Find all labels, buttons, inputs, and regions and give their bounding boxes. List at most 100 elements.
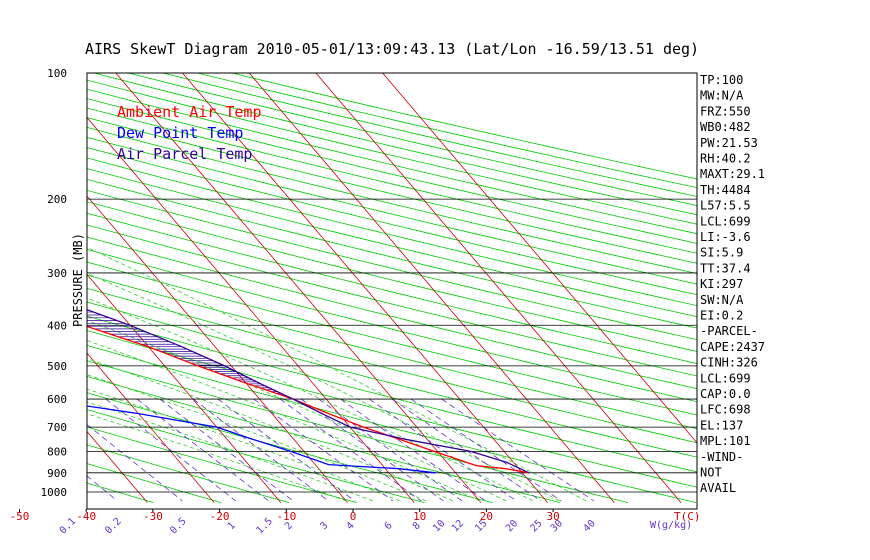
mixing-ratio-label: 10 (431, 518, 447, 534)
dry-adiabat (87, 330, 697, 488)
isotherm (0, 73, 14, 503)
mixing-ratio-label: 0.2 (103, 516, 124, 537)
index-line: EL:137 (700, 418, 743, 432)
index-line: KI:297 (700, 277, 743, 291)
mixing-ratio-label: 1.5 (254, 516, 275, 537)
index-line: TP:100 (700, 73, 743, 87)
isotherm (115, 73, 482, 503)
dry-adiabat (87, 157, 697, 307)
dry-adiabat (87, 248, 697, 403)
index-line: MAXT:29.1 (700, 167, 765, 181)
index-line: TH:4484 (700, 183, 751, 197)
isotherm (248, 73, 615, 503)
bottom-temp-tick-label: 20 (480, 510, 493, 523)
dry-adiabat (87, 360, 629, 503)
moist-adiabat (87, 340, 480, 502)
mixing-ratio-line (410, 398, 562, 502)
index-line: AVAIL (700, 481, 736, 495)
mixing-ratio-label: 25 (528, 518, 544, 534)
index-line: EI:0.2 (700, 309, 743, 323)
index-line: NOT (700, 466, 722, 480)
moist-adiabat (87, 401, 373, 502)
dry-adiabat (162, 73, 697, 197)
pressure-tick-label: 800 (47, 445, 67, 458)
moist-adiabat (87, 358, 453, 502)
mixing-ratio-line (217, 398, 355, 502)
index-line: SW:N/A (700, 293, 744, 307)
isotherm (87, 352, 215, 503)
bottom-temp-tick-label: -50 (10, 510, 30, 523)
index-line: LI:-3.6 (700, 230, 751, 244)
dry-adiabat (87, 136, 697, 285)
legend: Ambient Air Temp Dew Point Temp Air Parcel… (117, 103, 262, 163)
mixing-ratio-line (340, 398, 486, 502)
moist-adiabat (87, 272, 560, 502)
isotherm (87, 273, 282, 503)
chart-title: AIRS SkewT Diagram 2010-05-01/13:09:43.1… (85, 40, 699, 58)
mixing-ratio-line (318, 398, 463, 502)
dry-adiabat (87, 178, 697, 329)
legend-item: Ambient Air Temp (117, 103, 262, 121)
index-line: TT:37.4 (700, 261, 751, 275)
mixing-ratio-label: 1 (226, 520, 238, 532)
mixing-ratio-unit: W(g/kg) (650, 520, 692, 531)
index-line: -PARCEL- (700, 324, 758, 338)
mixing-ratio-line (300, 398, 444, 502)
dry-adiabat (87, 315, 697, 473)
dry-adiabat (87, 224, 697, 377)
moist-adiabat (87, 297, 534, 502)
dry-adiabat (87, 212, 697, 365)
dry-adiabat (0, 73, 18, 503)
index-line: SI:5.9 (700, 246, 743, 260)
legend-item: Dew Point Temp (117, 124, 243, 142)
dry-adiabat (87, 274, 697, 430)
mixing-ratio-line (159, 398, 294, 502)
parcel-temp-line (87, 309, 530, 474)
dry-adiabat (87, 107, 697, 254)
isotherm (87, 195, 348, 503)
mixing-ratio-line (368, 398, 517, 502)
bottom-temp-tick-label: -30 (143, 510, 163, 523)
isotherm (315, 73, 682, 503)
isotherm (382, 73, 697, 444)
isotherm (0, 73, 81, 503)
index-line: LCL:699 (700, 214, 751, 228)
pressure-tick-label: 200 (47, 193, 67, 206)
index-line: CINH:326 (700, 356, 758, 370)
bottom-temp-tick-label: 30 (546, 510, 559, 523)
plot-frame (86, 72, 698, 510)
pressure-tick-label: 500 (47, 360, 67, 373)
moist-adiabat (87, 246, 587, 502)
mixing-ratio-line (279, 398, 422, 502)
index-line: WB0:482 (700, 120, 751, 134)
legend-item: Air Parcel Temp (117, 145, 252, 163)
mixing-ratio-label: 20 (504, 518, 520, 534)
ambient-temp-line (87, 325, 530, 474)
index-line: CAP:0.0 (700, 387, 751, 401)
index-line: RH:40.2 (700, 152, 751, 166)
index-line: CAPE:2437 (700, 340, 765, 354)
mixing-ratio-line (136, 398, 269, 502)
index-line: LCL:699 (700, 371, 751, 385)
mixing-ratio-label: 6 (383, 520, 395, 532)
dry-adiabat (87, 147, 697, 296)
pressure-tick-label: 1000 (41, 486, 68, 499)
moist-adiabat (87, 388, 400, 502)
mixing-ratio-label: 3 (318, 520, 330, 532)
pressure-tick-label: 900 (47, 467, 67, 480)
pressure-tick-label: 100 (47, 67, 67, 80)
index-line: FRZ:550 (700, 104, 751, 118)
index-line: L57:5.5 (700, 199, 751, 213)
mixing-ratio-label: 0.1 (58, 516, 79, 537)
pressure-tick-label: 700 (47, 421, 67, 434)
mixing-ratio-line (441, 398, 595, 502)
y-axis-label: PRESSURE (MB) (71, 233, 85, 327)
dry-adiabat (87, 168, 697, 318)
pressure-tick-label: 300 (47, 267, 67, 280)
mixing-ratio-line (192, 398, 329, 502)
x-axis-unit: T(C) (674, 510, 701, 523)
pressure-tick-label: 600 (47, 393, 67, 406)
mixing-ratio-line (391, 398, 542, 502)
